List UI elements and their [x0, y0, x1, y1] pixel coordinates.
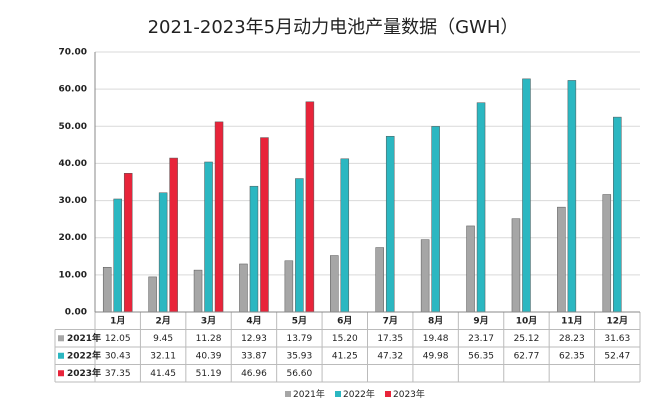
table-value: 52.47 — [604, 351, 630, 361]
x-tick-label: 9月 — [473, 315, 488, 326]
bar — [249, 185, 259, 313]
x-tick-label: 12月 — [607, 315, 629, 326]
table-value: 47.32 — [377, 351, 403, 361]
bar — [260, 137, 269, 313]
bar — [295, 178, 304, 313]
legend-key — [285, 391, 291, 397]
x-tick-label: 11月 — [561, 315, 583, 326]
table-value: 12.93 — [241, 334, 267, 344]
bar — [613, 116, 622, 313]
x-tick-label: 5月 — [292, 315, 307, 326]
legend-label: 2022年 — [343, 388, 375, 400]
x-tick-label: 10月 — [516, 315, 538, 326]
y-tick-label: 40.00 — [59, 159, 87, 169]
table-value: 51.19 — [196, 369, 222, 379]
bar — [123, 173, 133, 313]
y-tick-label: 30.00 — [59, 196, 87, 206]
table-value: 13.79 — [286, 334, 312, 344]
bar — [193, 269, 203, 313]
bar — [102, 266, 112, 313]
table-value: 31.63 — [604, 334, 630, 344]
table-value: 23.17 — [468, 334, 494, 344]
y-tick-label: 50.00 — [59, 122, 87, 132]
bar — [420, 239, 430, 313]
table-value: 28.23 — [559, 334, 585, 344]
table-row-label: 2021年 — [67, 332, 101, 344]
y-tick-label: 10.00 — [59, 270, 87, 280]
bar — [431, 126, 440, 313]
bar — [557, 206, 566, 313]
y-tick-label: 70.00 — [59, 48, 87, 58]
bar — [340, 158, 350, 313]
y-tick-label: 20.00 — [59, 233, 87, 243]
bar — [169, 157, 178, 313]
table-value: 12.05 — [105, 334, 131, 344]
table-value: 25.12 — [514, 334, 540, 344]
bar — [375, 247, 384, 313]
table-value: 62.35 — [559, 351, 585, 361]
x-tick-label: 4月 — [246, 315, 261, 326]
table-value: 11.28 — [196, 334, 222, 344]
legend-key — [335, 391, 341, 397]
table-value: 56.60 — [286, 369, 312, 379]
table-value: 40.39 — [196, 351, 222, 361]
bar — [204, 161, 213, 313]
bar — [602, 194, 612, 313]
y-tick-label: 60.00 — [59, 85, 87, 95]
table-value: 32.11 — [150, 351, 176, 361]
table-value: 41.25 — [332, 351, 358, 361]
x-tick-label: 1月 — [110, 315, 125, 326]
table-value: 30.43 — [105, 351, 131, 361]
legend-label: 2021年 — [293, 388, 325, 400]
bar — [239, 263, 248, 313]
table-row-label: 2022年 — [67, 349, 101, 361]
table-value: 15.20 — [332, 334, 358, 344]
table-value: 19.48 — [423, 334, 449, 344]
bar — [385, 135, 395, 313]
x-tick-label: 7月 — [383, 315, 398, 326]
bar — [305, 101, 315, 313]
bar — [148, 276, 157, 313]
table-value: 35.93 — [286, 351, 312, 361]
table-legend-key — [58, 352, 64, 359]
table-value: 46.96 — [241, 369, 267, 379]
bar — [522, 78, 531, 313]
table-value: 9.45 — [153, 334, 173, 344]
table-value: 37.35 — [105, 369, 131, 379]
table-legend-key — [58, 335, 64, 342]
x-tick-label: 8月 — [428, 315, 443, 326]
bar — [113, 198, 122, 313]
table-value: 33.87 — [241, 351, 267, 361]
table-row-label: 2023年 — [67, 367, 101, 379]
bar — [158, 192, 168, 313]
y-tick-label: 0.00 — [65, 308, 87, 318]
chart-title: 2021-2023年5月动力电池产量数据（GWH） — [148, 17, 519, 38]
bar — [476, 102, 486, 313]
bar — [466, 225, 475, 313]
table-value: 62.77 — [514, 351, 540, 361]
table-value: 49.98 — [423, 351, 449, 361]
legend-label: 2023年 — [393, 388, 425, 400]
table-value: 41.45 — [150, 369, 176, 379]
bar — [567, 80, 577, 313]
table-legend-key — [58, 370, 64, 377]
table-value: 56.35 — [468, 351, 494, 361]
x-tick-label: 6月 — [337, 315, 352, 326]
bar — [284, 260, 294, 313]
table-value: 17.35 — [377, 334, 403, 344]
x-tick-label: 3月 — [201, 315, 216, 326]
x-tick-label: 2月 — [155, 315, 170, 326]
bar — [511, 218, 521, 313]
bar — [214, 121, 224, 313]
bar — [330, 255, 339, 313]
legend-key — [385, 391, 391, 397]
